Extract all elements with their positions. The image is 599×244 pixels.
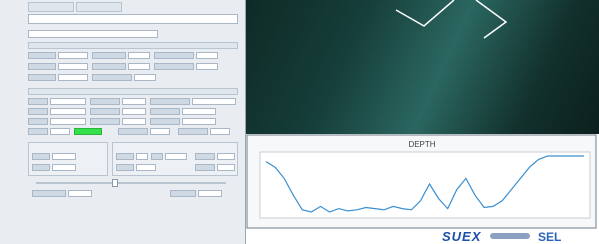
field-label (150, 108, 180, 115)
field (50, 118, 86, 125)
field (68, 190, 92, 197)
depth-chart: DEPTH (246, 134, 599, 230)
path-field[interactable] (28, 14, 238, 24)
field (192, 98, 236, 105)
field-label (28, 63, 56, 70)
field (52, 153, 76, 160)
field-label (150, 118, 180, 125)
field (182, 118, 216, 125)
button[interactable] (32, 190, 66, 197)
field-label (150, 98, 190, 105)
field (134, 74, 156, 81)
chart-title: DEPTH (408, 140, 435, 149)
field-label (195, 153, 215, 160)
partner-logo: SEL (538, 230, 561, 244)
field-label (90, 108, 120, 115)
field (165, 153, 187, 160)
plot-area (260, 152, 590, 218)
status-indicator (74, 128, 102, 135)
tab[interactable] (28, 2, 74, 12)
field (210, 128, 230, 135)
field-label (118, 128, 148, 135)
partner-mark (490, 233, 530, 239)
field (122, 98, 146, 105)
field (198, 190, 222, 197)
field (128, 52, 150, 59)
field-label (116, 153, 134, 160)
field-label (92, 74, 132, 81)
field-label (28, 108, 48, 115)
record-grid (28, 98, 238, 138)
section-header (28, 88, 238, 95)
button[interactable] (170, 190, 196, 197)
field-label (154, 63, 194, 70)
field-label (28, 128, 48, 135)
app-window: DEPTH SUEX SEL (0, 0, 599, 244)
footer: SUEX SEL (246, 230, 599, 244)
field-label (92, 63, 126, 70)
field-label (195, 164, 215, 171)
track-line (396, 0, 454, 26)
field (196, 52, 218, 59)
field-label (154, 52, 194, 59)
field (122, 108, 146, 115)
field (217, 153, 235, 160)
field-label (32, 153, 50, 160)
track-overlay (246, 0, 599, 134)
field-label (32, 164, 50, 171)
field (196, 63, 218, 70)
control-panel (0, 0, 246, 244)
field (52, 164, 76, 171)
field (128, 63, 150, 70)
field-label (90, 118, 120, 125)
field-label (28, 98, 48, 105)
field (150, 128, 170, 135)
field (58, 74, 88, 81)
group-box (28, 142, 108, 176)
field-label (90, 98, 120, 105)
field (58, 63, 88, 70)
field (217, 164, 235, 171)
field-label (28, 52, 56, 59)
field-label (178, 128, 208, 135)
tab[interactable] (76, 2, 122, 12)
track-line (476, 0, 506, 38)
field (182, 108, 216, 115)
group-box (112, 142, 238, 176)
field-label (92, 52, 126, 59)
slider-track[interactable] (36, 182, 226, 184)
field (58, 52, 88, 59)
field (50, 98, 86, 105)
slider-thumb[interactable] (112, 179, 118, 187)
file-field[interactable] (28, 30, 158, 38)
field-label (28, 74, 56, 81)
field (136, 164, 156, 171)
field (122, 118, 146, 125)
brand-logo: SUEX (442, 229, 481, 244)
field-label (116, 164, 134, 171)
field (136, 153, 148, 160)
field (50, 128, 70, 135)
field-label (28, 118, 48, 125)
stats-grid (28, 52, 238, 84)
field-label (151, 153, 163, 160)
section-header (28, 42, 238, 49)
field (50, 108, 86, 115)
